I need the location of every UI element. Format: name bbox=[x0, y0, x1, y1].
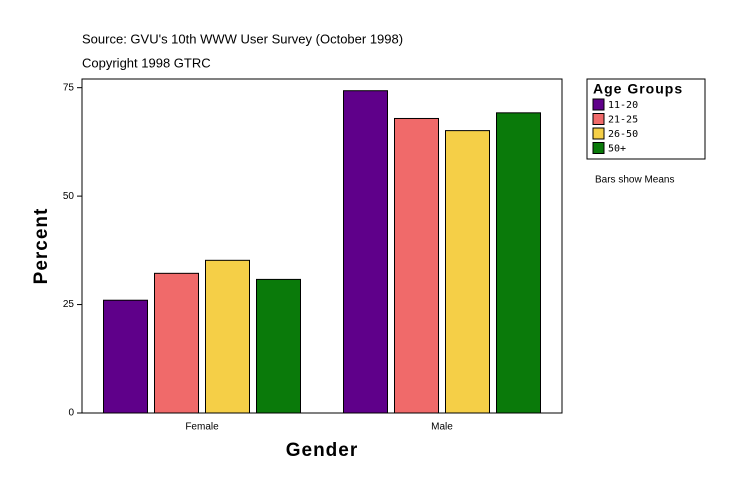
legend-swatch bbox=[592, 98, 605, 111]
bar bbox=[394, 117, 439, 414]
y-tick-label: 0 bbox=[68, 408, 74, 419]
bar bbox=[205, 259, 250, 414]
y-tick-label: 25 bbox=[63, 299, 75, 310]
legend-label: 50+ bbox=[608, 144, 626, 155]
bar bbox=[103, 299, 148, 414]
legend-label: 11-20 bbox=[608, 100, 638, 111]
x-tick-label: Female bbox=[185, 422, 219, 433]
x-tick-label: Male bbox=[431, 422, 453, 433]
bar bbox=[496, 112, 541, 414]
legend-box bbox=[586, 78, 706, 160]
note: Bars show Means bbox=[595, 175, 674, 186]
y-tick-label: 75 bbox=[63, 82, 75, 93]
legend-label: 21-25 bbox=[608, 115, 638, 126]
legend-swatch bbox=[592, 113, 605, 125]
chart-title: Source: GVU's 10th WWW User Survey (Octo… bbox=[82, 31, 403, 46]
bar bbox=[154, 272, 199, 414]
bar bbox=[445, 130, 490, 414]
y-axis-label: Percent bbox=[31, 208, 52, 285]
legend-label: 26-50 bbox=[608, 129, 638, 140]
bar bbox=[256, 278, 301, 414]
legend-swatch bbox=[592, 142, 605, 154]
bar bbox=[343, 90, 388, 414]
y-tick-label: 50 bbox=[63, 191, 75, 202]
x-axis-label: Gender bbox=[286, 440, 359, 461]
chart-subtitle: Copyright 1998 GTRC bbox=[82, 55, 211, 70]
legend-title: Age Groups bbox=[593, 81, 683, 97]
plot-frame bbox=[81, 78, 563, 414]
legend-swatch bbox=[592, 127, 605, 140]
